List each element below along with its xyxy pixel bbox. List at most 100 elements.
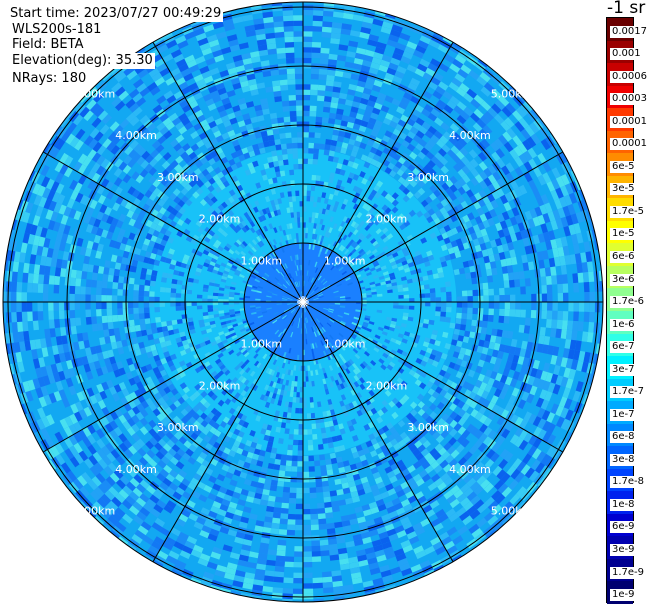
scan-cell xyxy=(401,260,408,266)
scan-cell xyxy=(96,309,102,317)
scan-cell xyxy=(476,320,483,328)
scan-cell xyxy=(446,229,454,238)
range-label: 3.00km xyxy=(157,171,199,184)
scan-cell xyxy=(287,191,292,197)
scan-cell xyxy=(217,361,224,368)
scan-cell xyxy=(276,388,282,395)
scan-cell xyxy=(356,238,362,245)
scan-cell xyxy=(317,90,326,96)
scan-cell xyxy=(328,227,333,234)
scan-cell xyxy=(85,294,91,302)
scan-cell xyxy=(425,302,431,307)
scan-cell xyxy=(303,206,307,212)
scan-cell xyxy=(228,259,234,265)
scan-cell xyxy=(326,410,332,417)
scan-cell xyxy=(212,422,220,430)
scan-cell xyxy=(389,275,396,281)
scan-cell xyxy=(278,225,283,232)
scan-cell xyxy=(317,95,325,102)
scan-cell xyxy=(240,377,247,384)
scan-cell xyxy=(457,400,466,409)
scan-cell xyxy=(150,275,157,282)
scan-cell xyxy=(238,442,246,450)
scan-cell xyxy=(373,347,380,353)
scan-cell xyxy=(289,272,293,279)
scan-cell xyxy=(282,411,288,418)
scan-cell xyxy=(320,544,330,551)
scan-cell xyxy=(156,174,165,183)
scan-cell xyxy=(337,314,343,318)
scan-cell xyxy=(276,303,282,305)
scan-cell xyxy=(195,220,203,228)
scan-cell xyxy=(198,319,205,325)
scan-cell xyxy=(303,551,312,557)
scan-cell xyxy=(176,341,184,348)
scan-cell xyxy=(350,418,357,426)
scan-cell xyxy=(363,267,370,272)
scan-cell xyxy=(417,151,426,160)
scan-cell xyxy=(172,415,181,424)
scan-cell xyxy=(286,412,292,419)
scan-cell xyxy=(426,380,434,389)
scan-cell xyxy=(370,158,378,166)
scan-cell xyxy=(298,281,301,287)
scan-cell xyxy=(336,179,343,186)
scan-cell xyxy=(168,176,177,185)
scan-cell xyxy=(494,295,500,302)
scan-cell xyxy=(272,587,283,594)
scan-cell xyxy=(443,371,451,380)
scan-cell xyxy=(102,273,109,282)
scan-cell xyxy=(191,155,200,164)
scan-cell xyxy=(440,397,449,405)
scan-cell xyxy=(273,160,279,167)
scan-cell xyxy=(370,450,378,458)
scan-cell xyxy=(235,239,242,246)
scan-cell xyxy=(91,272,98,281)
scan-cell xyxy=(154,307,160,313)
scan-cell xyxy=(440,311,446,317)
scan-cell xyxy=(408,305,415,310)
scan-cell xyxy=(230,332,237,337)
scan-cell xyxy=(361,177,368,185)
scan-cell xyxy=(414,379,422,387)
scan-cell xyxy=(318,444,324,450)
scan-cell xyxy=(221,230,228,238)
scan-cell xyxy=(212,254,219,261)
scan-cell xyxy=(158,336,166,343)
scan-cell xyxy=(298,243,302,249)
scan-cell xyxy=(366,271,372,277)
scan-cell xyxy=(476,345,484,354)
scan-cell xyxy=(318,363,322,369)
scan-cell xyxy=(273,199,279,205)
scan-cell xyxy=(273,576,284,583)
scan-cell xyxy=(289,201,293,208)
colorbar-tick-label: 1e-6 xyxy=(610,318,637,331)
scan-cell xyxy=(190,432,199,441)
scan-cell xyxy=(212,217,219,224)
scan-cell xyxy=(550,266,557,276)
scan-cell xyxy=(329,318,335,323)
scan-cell xyxy=(272,517,281,524)
scan-cell xyxy=(297,137,303,143)
scan-cell xyxy=(112,282,119,289)
scan-cell xyxy=(157,364,165,372)
scan-cell xyxy=(413,191,422,199)
scan-cell xyxy=(452,351,460,359)
scan-cell xyxy=(324,507,333,514)
scan-cell xyxy=(307,439,313,446)
scan-cell xyxy=(352,162,359,170)
scan-cell xyxy=(282,328,287,334)
scan-cell xyxy=(303,572,313,579)
scan-cell xyxy=(116,255,123,264)
scan-cell xyxy=(169,192,177,201)
scan-cell xyxy=(180,151,189,160)
scan-cell xyxy=(229,286,236,290)
scan-cell xyxy=(214,207,222,215)
scan-cell xyxy=(266,307,272,310)
scan-cell xyxy=(199,233,207,241)
scan-cell xyxy=(368,214,375,221)
scan-cell xyxy=(311,217,315,224)
scan-cell xyxy=(300,291,302,297)
scan-cell xyxy=(276,544,286,551)
scan-cell xyxy=(276,209,282,216)
